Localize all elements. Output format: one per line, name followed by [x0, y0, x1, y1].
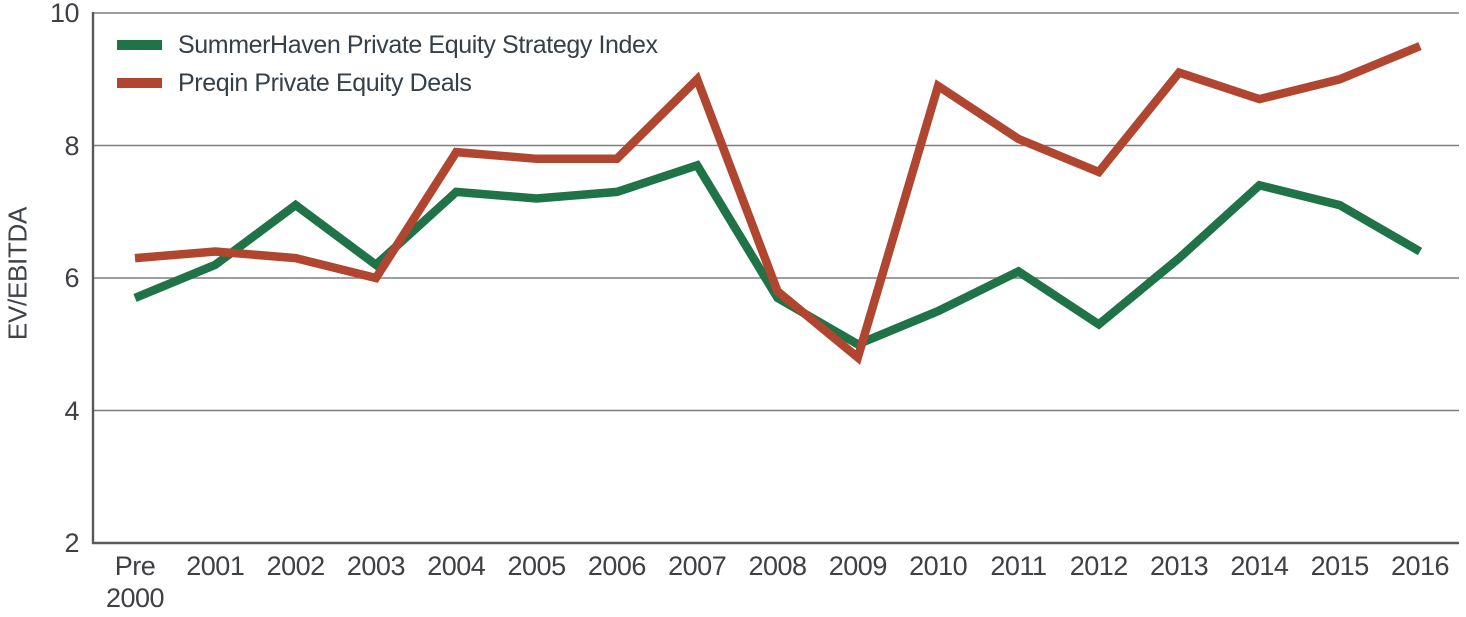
y-tick-label-2: 2: [64, 528, 79, 558]
series-line-1: [134, 42, 1422, 365]
legend-item-0: SummerHaven Private Equity Strategy Inde…: [117, 26, 658, 64]
legend-item-1: Preqin Private Equity Deals: [117, 64, 658, 102]
legend-swatch-icon: [117, 78, 162, 88]
y-tick-label-6: 6: [64, 263, 79, 293]
x-tick-label-7: 2007: [668, 551, 727, 581]
x-tick-label-5: 2005: [507, 551, 567, 581]
x-tick-label-1: 2001: [186, 551, 245, 581]
y-tick-label-8: 8: [64, 130, 79, 161]
x-tick-label-8: 2008: [748, 551, 807, 581]
legend: SummerHaven Private Equity Strategy Inde…: [117, 26, 658, 102]
x-tick-label-15: 2015: [1310, 551, 1370, 581]
x-tick-label-2: 2002: [266, 551, 326, 581]
y-tick-label-10: 10: [49, 0, 80, 28]
x-tick-label-4: 2004: [427, 551, 486, 581]
x-tick-label-14: 2014: [1230, 551, 1289, 581]
x-tick-label-3: 2003: [346, 551, 406, 581]
legend-label: SummerHaven Private Equity Strategy Inde…: [178, 30, 658, 59]
x-tick-label-9: 2009: [828, 551, 888, 581]
legend-label: Preqin Private Equity Deals: [178, 68, 472, 97]
series-line-0: [133, 160, 1423, 350]
x-tick-label-11: 2011: [990, 551, 1047, 581]
x-tick-label-6: 2006: [587, 551, 647, 581]
x-tick-label-0: Pre 2000: [105, 551, 165, 613]
legend-swatch-icon: [117, 40, 162, 50]
x-tick-label-10: 2010: [909, 551, 968, 581]
x-tick-label-13: 2013: [1150, 551, 1209, 581]
x-tick-label-12: 2012: [1069, 551, 1129, 581]
y-tick-label-4: 4: [64, 395, 79, 426]
x-tick-label-16: 2016: [1390, 551, 1450, 581]
